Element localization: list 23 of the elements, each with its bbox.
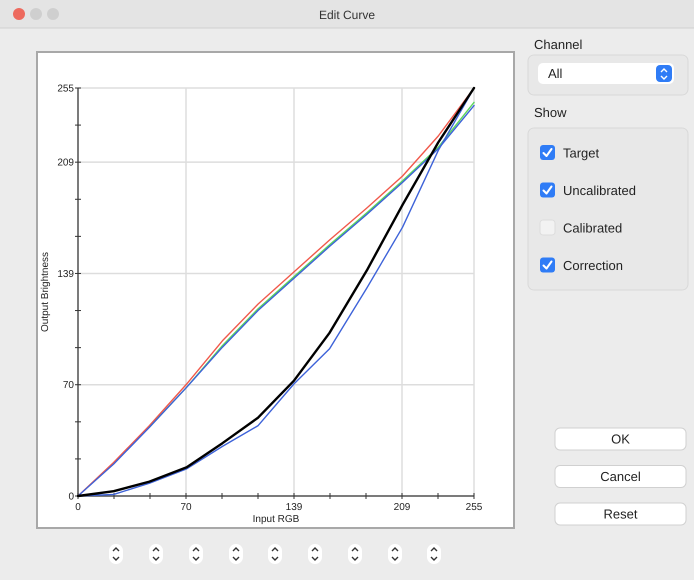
y-tick-label: 209 bbox=[57, 158, 74, 169]
x-tick-label: 70 bbox=[180, 502, 192, 513]
text: Cancel bbox=[600, 469, 641, 484]
y-tick-label: 70 bbox=[62, 380, 74, 392]
chart-title: Edit Curve bbox=[318, 8, 376, 22]
text: All bbox=[548, 66, 563, 81]
text: Calibrated bbox=[563, 220, 622, 236]
text: Show bbox=[534, 105, 568, 120]
y-tick-label: 0 bbox=[68, 492, 74, 502]
text: Reset bbox=[604, 506, 638, 522]
x-tick-label: 209 bbox=[394, 502, 411, 513]
y-axis-title: Output Brightness bbox=[40, 252, 51, 332]
y-tick-label: 139 bbox=[57, 268, 74, 280]
text: Target bbox=[563, 146, 600, 160]
x-tick-label: 139 bbox=[286, 502, 303, 513]
x-tick-label: 255 bbox=[466, 502, 483, 513]
x-tick-label: 0 bbox=[75, 502, 82, 513]
text: OK bbox=[611, 432, 630, 446]
text: Uncalibrated bbox=[563, 183, 636, 198]
text: Channel bbox=[534, 37, 583, 52]
x-axis-title: Input RGB bbox=[252, 514, 300, 525]
y-tick-label: 255 bbox=[57, 84, 74, 94]
text: Correction bbox=[563, 258, 623, 273]
